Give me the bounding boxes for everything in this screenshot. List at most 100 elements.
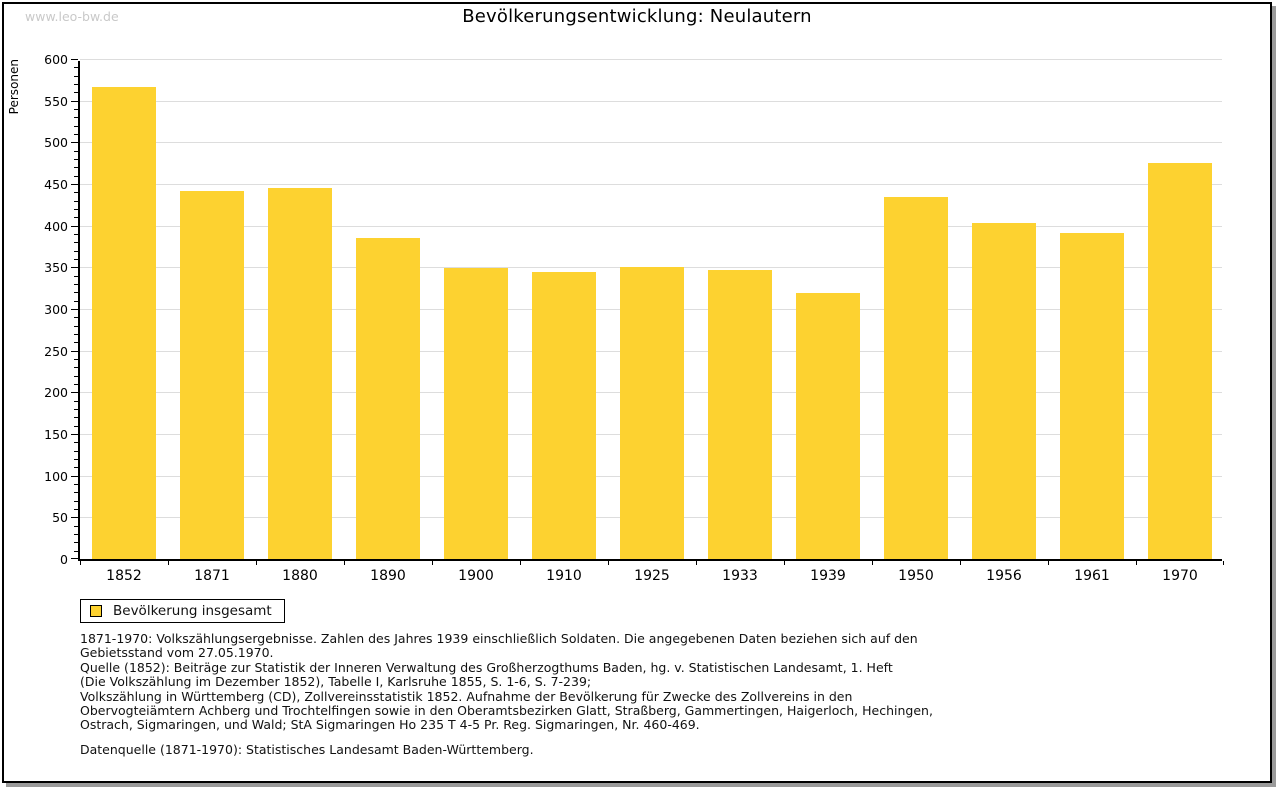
- y-tick-label-300: 300: [44, 302, 68, 317]
- y-tick-label-50: 50: [52, 510, 68, 526]
- x-tick-label-1910: 1910: [546, 568, 582, 584]
- y-minor-tick-170: [74, 417, 78, 419]
- bar-1925: [620, 267, 684, 559]
- y-minor-tick-80: [74, 492, 78, 494]
- x-tick-8: [784, 561, 785, 565]
- x-tick-3: [344, 561, 345, 565]
- bar-1950: [884, 197, 948, 559]
- y-minor-tick-280: [74, 325, 78, 327]
- footer-datasource: Datenquelle (1871-1970): Statistisches L…: [80, 741, 534, 757]
- y-minor-tick-480: [74, 159, 78, 160]
- y-minor-tick-410: [74, 217, 78, 219]
- y-tick-50: [71, 517, 78, 519]
- y-tick-label-150: 150: [44, 427, 68, 442]
- footer-note-line-6: Obervogteiämtern Achberg und Trochtelfin…: [80, 703, 933, 719]
- bar-1900: [444, 268, 508, 559]
- footer-note-line-5: Volkszählung in Württemberg (CD), Zollve…: [80, 688, 853, 704]
- y-minor-tick-540: [74, 109, 78, 110]
- bar-1970: [1148, 163, 1212, 559]
- y-tick-200: [71, 392, 78, 394]
- y-minor-tick-530: [74, 117, 78, 119]
- x-tick-7: [696, 561, 697, 565]
- x-tick-label-1950: 1950: [898, 568, 934, 584]
- bar-1933: [708, 269, 772, 559]
- y-minor-tick-130: [74, 450, 78, 452]
- y-minor-tick-420: [74, 209, 78, 210]
- y-minor-tick-230: [74, 367, 78, 369]
- x-tick-label-1852: 1852: [106, 568, 142, 584]
- bar-1961: [1060, 233, 1124, 559]
- y-minor-tick-240: [74, 359, 78, 360]
- y-tick-label-500: 500: [44, 135, 68, 151]
- y-tick-label-450: 450: [44, 177, 68, 192]
- y-tick-300: [71, 309, 78, 310]
- gridline-400: [80, 225, 1222, 227]
- y-tick-label-250: 250: [44, 343, 68, 359]
- footer-notes: 1871-1970: Volkszählungsergebnisse. Zahl…: [80, 631, 933, 733]
- y-minor-tick-110: [74, 467, 78, 469]
- y-minor-tick-470: [74, 167, 78, 169]
- y-minor-tick-330: [74, 284, 78, 285]
- chart-page: www.leo-bw.de Bevölkerungsentwicklung: N…: [2, 2, 1272, 783]
- y-tick-400: [71, 225, 78, 227]
- y-minor-tick-140: [74, 442, 78, 444]
- y-minor-tick-20: [74, 542, 78, 544]
- y-minor-tick-460: [74, 175, 78, 177]
- x-tick-13: [1223, 561, 1224, 565]
- watermark: www.leo-bw.de: [25, 9, 119, 24]
- y-minor-tick-590: [74, 67, 78, 69]
- y-minor-tick-370: [74, 250, 78, 252]
- x-tick-label-1939: 1939: [810, 568, 846, 584]
- footer-note-line-2: Gebietsstand vom 27.05.1970.: [80, 645, 274, 661]
- x-tick-10: [960, 561, 961, 565]
- bar-1939: [796, 293, 860, 559]
- y-minor-tick-220: [74, 375, 78, 377]
- y-tick-label-0: 0: [60, 552, 68, 567]
- bar-1871: [180, 190, 244, 559]
- footer-note-line-3: Quelle (1852): Beiträge zur Statistik de…: [80, 659, 893, 675]
- y-tick-550: [71, 100, 78, 102]
- bar-1890: [356, 238, 420, 559]
- legend: Bevölkerung insgesamt: [80, 599, 285, 623]
- y-minor-tick-560: [74, 92, 78, 94]
- y-minor-tick-70: [74, 500, 78, 502]
- x-tick-2: [256, 561, 257, 565]
- y-axis-title: Personen: [7, 59, 21, 115]
- y-tick-450: [71, 184, 78, 185]
- y-minor-tick-380: [74, 242, 78, 244]
- y-minor-tick-320: [74, 292, 78, 294]
- x-tick-6: [608, 561, 609, 565]
- x-tick-label-1961: 1961: [1074, 568, 1110, 584]
- x-tick-0: [80, 561, 81, 565]
- y-minor-tick-510: [74, 134, 78, 135]
- footer-note-line-4: (Die Volkszählung im Dezember 1852), Tab…: [80, 674, 592, 690]
- y-minor-tick-10: [74, 550, 78, 552]
- y-minor-tick-490: [74, 150, 78, 152]
- x-tick-label-1890: 1890: [370, 568, 406, 584]
- y-minor-tick-60: [74, 509, 78, 510]
- gridline-450: [80, 184, 1222, 185]
- x-tick-9: [872, 561, 873, 565]
- y-tick-label-600: 600: [44, 52, 68, 67]
- x-tick-5: [520, 561, 521, 565]
- page-title: Bevölkerungsentwicklung: Neulautern: [462, 6, 812, 27]
- footer-note-line-1: 1871-1970: Volkszählungsergebnisse. Zahl…: [80, 631, 918, 646]
- x-tick-label-1880: 1880: [282, 568, 318, 584]
- bar-1880: [268, 188, 332, 559]
- y-tick-500: [71, 142, 78, 144]
- y-minor-tick-90: [74, 484, 78, 485]
- footer: 1871-1970: Volkszählungsergebnisse. Zahl…: [80, 631, 933, 757]
- y-minor-tick-580: [74, 75, 78, 77]
- y-tick-label-100: 100: [44, 468, 68, 484]
- x-tick-12: [1136, 561, 1137, 565]
- x-tick-label-1956: 1956: [986, 568, 1022, 584]
- y-minor-tick-570: [74, 84, 78, 85]
- y-tick-label-350: 350: [44, 260, 68, 276]
- x-tick-11: [1048, 561, 1049, 565]
- y-minor-tick-190: [74, 400, 78, 402]
- legend-swatch-icon: [90, 605, 102, 617]
- bar-1956: [972, 223, 1036, 559]
- y-tick-label-550: 550: [44, 93, 68, 109]
- x-tick-label-1871: 1871: [194, 568, 230, 584]
- y-minor-tick-30: [74, 534, 78, 535]
